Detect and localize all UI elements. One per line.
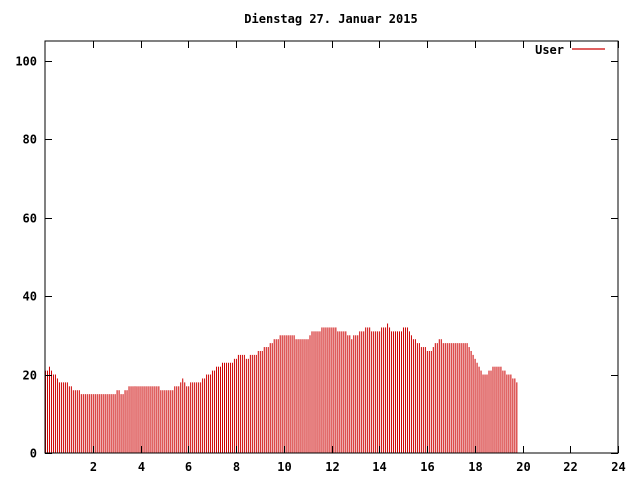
x-tick-label: 2 xyxy=(90,460,97,474)
y-tick-label: 100 xyxy=(15,55,37,69)
x-tick-label: 4 xyxy=(138,460,145,474)
x-tick-label: 12 xyxy=(325,460,339,474)
x-tick-label: 22 xyxy=(563,460,577,474)
y-tick-label: 40 xyxy=(23,290,37,304)
x-tick-label: 24 xyxy=(611,460,625,474)
x-tick-label: 20 xyxy=(516,460,530,474)
x-tick-label: 18 xyxy=(468,460,482,474)
x-tick-label: 10 xyxy=(277,460,291,474)
bar-series-user xyxy=(45,323,518,453)
x-tick-label: 16 xyxy=(420,460,434,474)
legend-label-user: User xyxy=(535,43,564,57)
y-tick-label: 80 xyxy=(23,133,37,147)
x-tick-label: 8 xyxy=(233,460,240,474)
legend: User xyxy=(535,43,605,57)
y-axis: 0 20 40 60 80 100 xyxy=(15,55,618,461)
y-tick-label: 20 xyxy=(23,369,37,383)
x-axis: 2 4 6 8 10 12 14 16 18 20 22 24 xyxy=(90,41,626,474)
x-tick-label: 14 xyxy=(372,460,386,474)
plot-frame xyxy=(44,40,619,454)
chart-title: Dienstag 27. Januar 2015 xyxy=(244,12,417,26)
x-tick-label: 6 xyxy=(185,460,192,474)
y-tick-label: 0 xyxy=(30,447,37,461)
y-tick-label: 60 xyxy=(23,212,37,226)
